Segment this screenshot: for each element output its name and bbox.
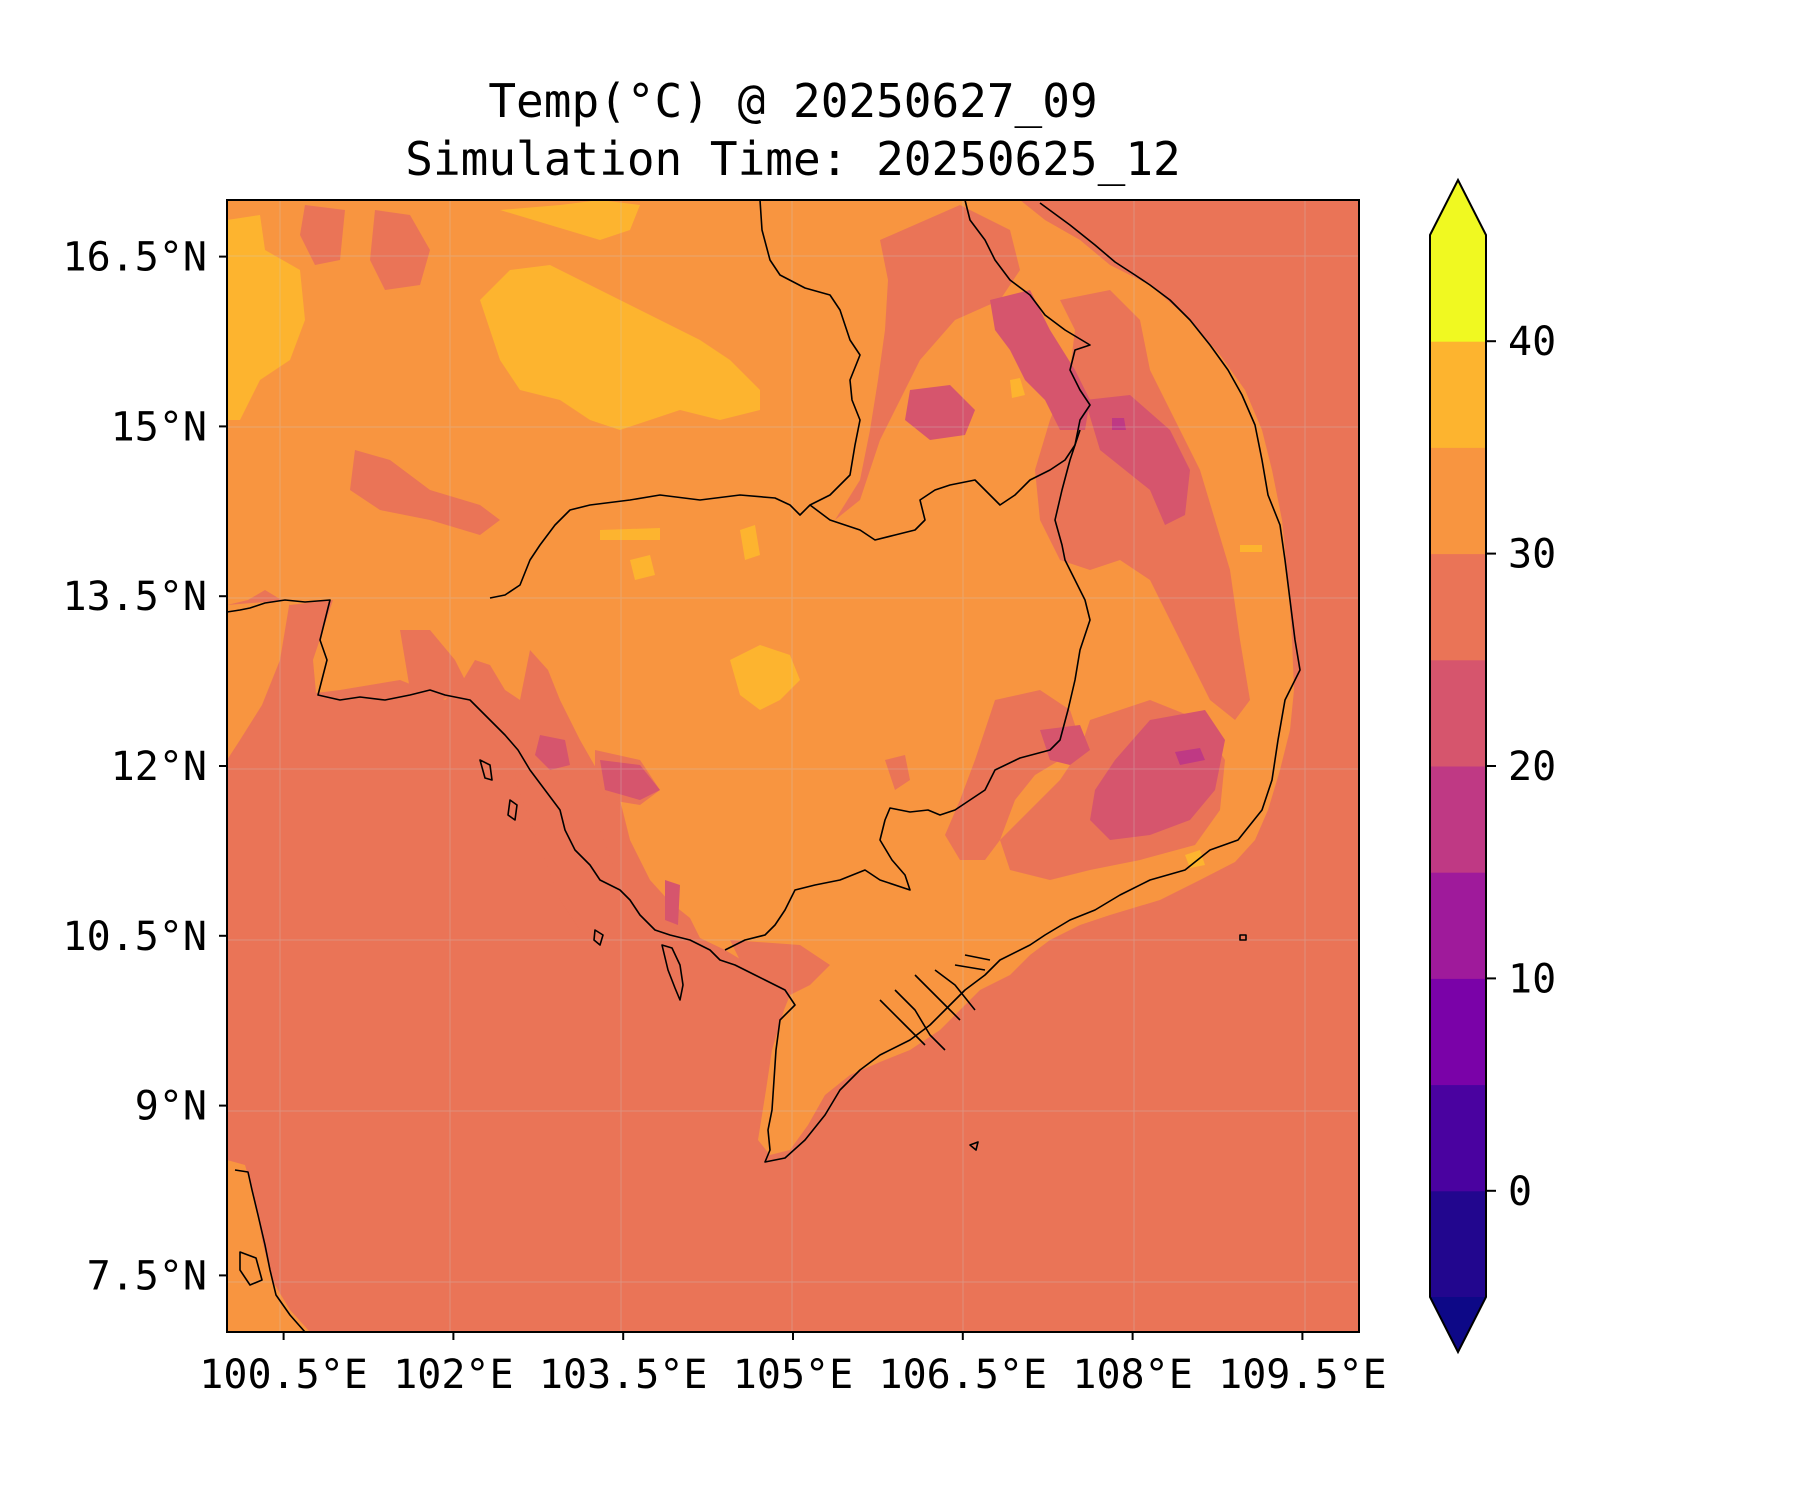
y-tick-label: 7.5°N — [87, 1253, 207, 1299]
gridlines — [227, 200, 1359, 1332]
cooler-patches — [535, 290, 1225, 925]
land-west-coast — [227, 600, 290, 760]
colorbar-band — [1430, 235, 1486, 342]
y-tick-label: 9°N — [135, 1084, 207, 1130]
colorbar-extend-max — [1430, 180, 1486, 235]
colorbar-band — [1430, 766, 1486, 873]
colorbar-tick-label: 0 — [1508, 1169, 1532, 1215]
x-tick-label: 106.5°E — [879, 1352, 1048, 1398]
y-tick-label: 16.5°N — [63, 235, 208, 281]
coastline-malay-island — [239, 1251, 263, 1286]
x-axis-ticks: 100.5°E 102°E 103.5°E 105°E 106.5°E 108°E 109.… — [199, 1332, 1387, 1398]
colorbar-band — [1430, 978, 1486, 1086]
map-title: Temp(°C) @ 20250627_09 Simulation Time: … — [227, 72, 1359, 188]
x-tick-label: 102°E — [393, 1352, 513, 1398]
y-axis-ticks: 16.5°N 15°N 13.5°N 12°N 10.5°N 9°N 7.5°N — [63, 235, 227, 1299]
coastlines-borders — [227, 200, 1301, 1332]
colorbar-band — [1430, 659, 1486, 767]
y-tick-label: 15°N — [111, 404, 207, 450]
islands-southwest — [479, 759, 1247, 1151]
colorbar: 40 30 20 10 0 — [1429, 177, 1556, 1355]
title-line-1: Temp(°C) @ 20250627_09 — [488, 74, 1098, 128]
colorbar-outline — [1429, 177, 1487, 1355]
x-tick-label: 100.5°E — [199, 1352, 368, 1398]
hot-patches — [227, 200, 1262, 868]
border-cambodia-vietnam — [724, 429, 1091, 951]
title-line-2: Simulation Time: 20250625_12 — [405, 132, 1181, 186]
colorbar-tick-label: 30 — [1508, 532, 1556, 578]
island-phu-quoc — [661, 944, 684, 1001]
y-tick-label: 13.5°N — [63, 574, 208, 620]
colorbar-band — [1430, 553, 1486, 661]
land-malay-peninsula — [227, 1160, 310, 1332]
colorbar-extend-min — [1430, 1297, 1486, 1352]
y-tick-label: 10.5°N — [63, 914, 208, 960]
x-tick-label: 103.5°E — [539, 1352, 708, 1398]
y-tick-label: 12°N — [111, 744, 207, 790]
mekong-delta-channels — [879, 954, 991, 1051]
colorbar-tick-label: 40 — [1508, 319, 1556, 365]
colorbar-band — [1430, 872, 1486, 979]
map-plot-area — [227, 200, 1359, 1332]
colorbar-tick-label: 10 — [1508, 956, 1556, 1002]
colorbar-band — [1430, 447, 1486, 555]
coastline-malay — [234, 1169, 306, 1332]
colorbar-band — [1430, 1084, 1486, 1192]
x-tick-label: 108°E — [1072, 1352, 1192, 1398]
coastline-mainland — [227, 202, 1301, 1163]
border-cambodia-laos — [809, 200, 1091, 541]
coolest-patches — [1112, 418, 1205, 765]
colorbar-band — [1430, 341, 1486, 448]
x-tick-label: 105°E — [733, 1352, 853, 1398]
colorbar-band — [1430, 1190, 1486, 1298]
colorbar-tick-label: 20 — [1508, 744, 1556, 790]
x-tick-label: 109.5°E — [1218, 1352, 1387, 1398]
